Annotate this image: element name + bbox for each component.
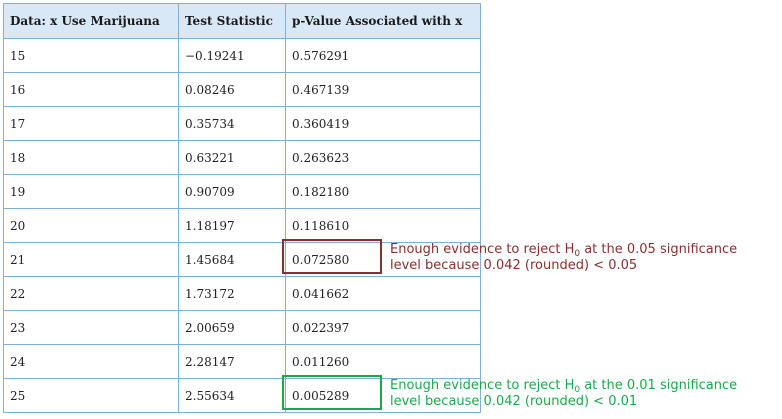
- cell-x: 19: [3, 174, 179, 209]
- annotation-text: at the 0.01 significance: [580, 378, 738, 393]
- table-row: 22 1.73172 0.041662: [3, 276, 481, 311]
- annotation-subscript: 0: [574, 385, 581, 395]
- cell-test-statistic: 1.45684: [178, 242, 286, 277]
- table-header-row: Data: x Use Marijuana Test Statistic p-V…: [3, 3, 481, 39]
- cell-test-statistic: 2.28147: [178, 344, 286, 379]
- table-row: 23 2.00659 0.022397: [3, 310, 481, 345]
- p-value-table: Data: x Use Marijuana Test Statistic p-V…: [3, 3, 481, 413]
- cell-x: 20: [3, 208, 179, 243]
- cell-x: 25: [3, 378, 179, 413]
- cell-test-statistic: 1.18197: [178, 208, 286, 243]
- cell-test-statistic: 1.73172: [178, 276, 286, 311]
- table-row: 24 2.28147 0.011260: [3, 344, 481, 379]
- cell-p-value: 0.005289: [285, 378, 481, 413]
- highlight-box-red: [282, 239, 382, 274]
- annotation-subscript: 0: [574, 249, 581, 259]
- highlight-box-green: [282, 375, 382, 410]
- table-row: 19 0.90709 0.182180: [3, 174, 481, 209]
- table-row: 15 −0.19241 0.576291: [3, 38, 481, 73]
- header-x-use-marijuana: Data: x Use Marijuana: [3, 3, 179, 39]
- cell-x: 22: [3, 276, 179, 311]
- table-row: 21 1.45684 0.072580: [3, 242, 481, 277]
- cell-p-value: 0.022397: [285, 310, 481, 345]
- cell-x: 23: [3, 310, 179, 345]
- cell-x: 21: [3, 242, 179, 277]
- annotation-reject-005: Enough evidence to reject H0 at the 0.05…: [390, 242, 737, 274]
- annotation-line-2: level because 0.042 (rounded) < 0.05: [390, 258, 638, 273]
- cell-p-value: 0.360419: [285, 106, 481, 141]
- cell-p-value: 0.118610: [285, 208, 481, 243]
- cell-x: 16: [3, 72, 179, 107]
- table-row: 20 1.18197 0.118610: [3, 208, 481, 243]
- cell-test-statistic: 2.00659: [178, 310, 286, 345]
- cell-p-value: 0.467139: [285, 72, 481, 107]
- header-test-statistic: Test Statistic: [178, 3, 286, 39]
- annotation-line-1: Enough evidence to reject H0 at the 0.01…: [390, 378, 738, 395]
- annotation-line-2: level because 0.042 (rounded) < 0.01: [390, 394, 638, 409]
- cell-test-statistic: 0.35734: [178, 106, 286, 141]
- cell-x: 18: [3, 140, 179, 175]
- cell-p-value: 0.576291: [285, 38, 481, 73]
- annotation-text: at the 0.05 significance: [580, 242, 738, 257]
- table-row: 25 2.55634 0.005289: [3, 378, 481, 413]
- annotation-reject-001: Enough evidence to reject H0 at the 0.01…: [390, 378, 737, 410]
- annotation-line-1: Enough evidence to reject H0 at the 0.05…: [390, 242, 738, 259]
- cell-x: 15: [3, 38, 179, 73]
- cell-test-statistic: 0.90709: [178, 174, 286, 209]
- cell-test-statistic: 0.08246: [178, 72, 286, 107]
- annotation-text: Enough evidence to reject H: [390, 242, 575, 257]
- cell-p-value: 0.041662: [285, 276, 481, 311]
- cell-p-value: 0.263623: [285, 140, 481, 175]
- cell-p-value: 0.011260: [285, 344, 481, 379]
- cell-x: 24: [3, 344, 179, 379]
- cell-x: 17: [3, 106, 179, 141]
- table-row: 18 0.63221 0.263623: [3, 140, 481, 175]
- cell-test-statistic: 2.55634: [178, 378, 286, 413]
- table-row: 16 0.08246 0.467139: [3, 72, 481, 107]
- table-row: 17 0.35734 0.360419: [3, 106, 481, 141]
- annotation-text: Enough evidence to reject H: [390, 378, 575, 393]
- cell-p-value: 0.182180: [285, 174, 481, 209]
- header-p-value: p-Value Associated with x: [285, 3, 481, 39]
- cell-test-statistic: −0.19241: [178, 38, 286, 73]
- cell-test-statistic: 0.63221: [178, 140, 286, 175]
